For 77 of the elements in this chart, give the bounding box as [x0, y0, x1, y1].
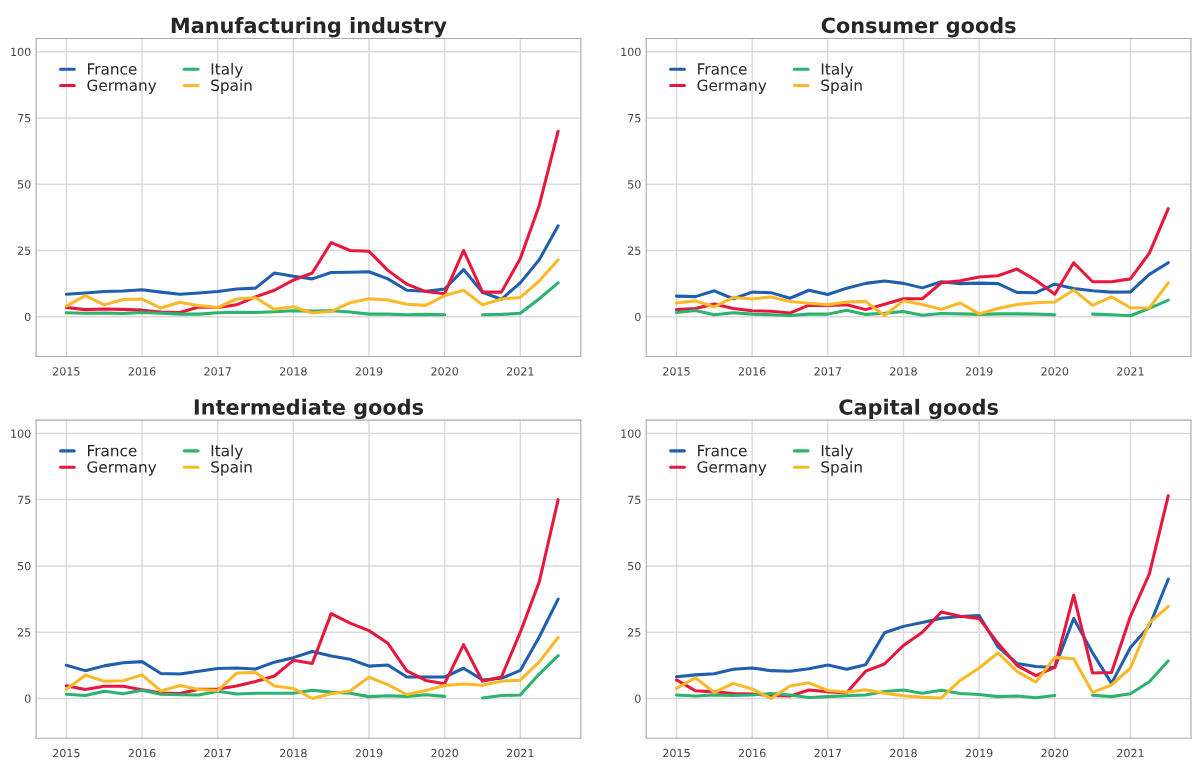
line-series	[64, 224, 560, 301]
x-tick-label: 2017	[204, 367, 231, 376]
y-tick-label: 0	[24, 694, 31, 703]
y-tick-label: 100	[11, 429, 31, 438]
y-tick-label: 100	[621, 47, 641, 57]
line-series	[64, 597, 560, 682]
chart-title: Manufacturing industry	[171, 17, 447, 38]
x-tick-label: 2020	[431, 748, 459, 758]
y-tick-label: 25	[628, 628, 641, 637]
x-tick-label: 2018	[280, 748, 307, 758]
legend-label: Spain	[211, 79, 252, 94]
x-tick-label: 2015	[53, 748, 80, 758]
y-tick-label: 0	[635, 312, 641, 322]
legend-label: Italy	[821, 62, 854, 78]
chart-title: Capital goods	[839, 398, 998, 420]
line-series	[674, 261, 1170, 301]
x-tick-label: 2020	[1041, 748, 1069, 758]
x-tick-label: 2015	[663, 748, 690, 758]
legend-label: Germany	[87, 461, 157, 476]
x-tick-label: 2015	[663, 367, 690, 376]
y-tick-label: 50	[17, 180, 31, 189]
y-tick-label: 50	[17, 561, 31, 571]
x-tick-label: 2019	[965, 748, 993, 758]
y-tick-label: 0	[24, 312, 31, 322]
line-series	[64, 258, 560, 315]
legend-label: Spain	[211, 460, 252, 476]
x-tick-label: 2020	[431, 367, 459, 376]
y-tick-label: 0	[635, 694, 641, 703]
y-tick-label: 75	[18, 495, 31, 505]
x-tick-label: 2016	[128, 748, 156, 758]
x-tick-label: 2021	[506, 748, 534, 758]
x-tick-label: 2017	[814, 748, 841, 758]
legend-label: France	[88, 445, 137, 457]
y-tick-label: 75	[628, 114, 641, 123]
x-tick-label: 2018	[280, 367, 307, 376]
legend-label: France	[698, 445, 747, 457]
x-tick-label: 2019	[355, 748, 383, 758]
line-series	[674, 281, 1170, 317]
y-tick-label: 25	[628, 246, 641, 255]
x-tick-label: 2018	[890, 367, 917, 376]
x-tick-label: 2017	[204, 748, 231, 758]
legend-label: Italy	[211, 444, 243, 460]
x-tick-label: 2021	[1117, 748, 1144, 758]
legend-label: Spain	[821, 460, 862, 476]
y-tick-label: 25	[17, 246, 31, 255]
y-tick-label: 100	[621, 429, 641, 438]
legend-label: Germany	[697, 79, 767, 94]
y-tick-label: 50	[628, 561, 641, 571]
x-tick-label: 2019	[355, 367, 383, 376]
x-tick-label: 2019	[965, 367, 993, 376]
line-series	[64, 129, 560, 315]
x-tick-label: 2016	[738, 367, 766, 376]
line-series	[64, 635, 560, 701]
line-series	[674, 207, 1170, 315]
x-tick-label: 2021	[1117, 367, 1144, 376]
x-tick-label: 2016	[128, 367, 156, 376]
y-tick-label: 75	[18, 114, 31, 123]
legend-label: Italy	[821, 444, 854, 460]
x-tick-label: 2020	[1041, 367, 1069, 376]
x-tick-label: 2016	[738, 748, 766, 758]
chart-title: Consumer goods	[821, 17, 1016, 38]
legend-label: Germany	[87, 79, 157, 94]
y-tick-label: 75	[628, 495, 641, 505]
legend-label: France	[88, 63, 137, 75]
legend-label: Spain	[821, 79, 862, 94]
y-tick-label: 50	[628, 180, 641, 189]
y-tick-label: 100	[11, 47, 31, 57]
x-tick-label: 2017	[814, 367, 841, 376]
legend-label: France	[698, 63, 747, 75]
line-series	[674, 604, 1170, 701]
legend-label: Germany	[697, 461, 767, 476]
legend-label: Italy	[211, 62, 243, 78]
chart-title: Intermediate goods	[194, 398, 424, 420]
x-tick-label: 2018	[890, 748, 917, 758]
x-tick-label: 2015	[53, 367, 80, 376]
x-tick-label: 2021	[506, 367, 534, 376]
y-tick-label: 25	[17, 628, 31, 637]
